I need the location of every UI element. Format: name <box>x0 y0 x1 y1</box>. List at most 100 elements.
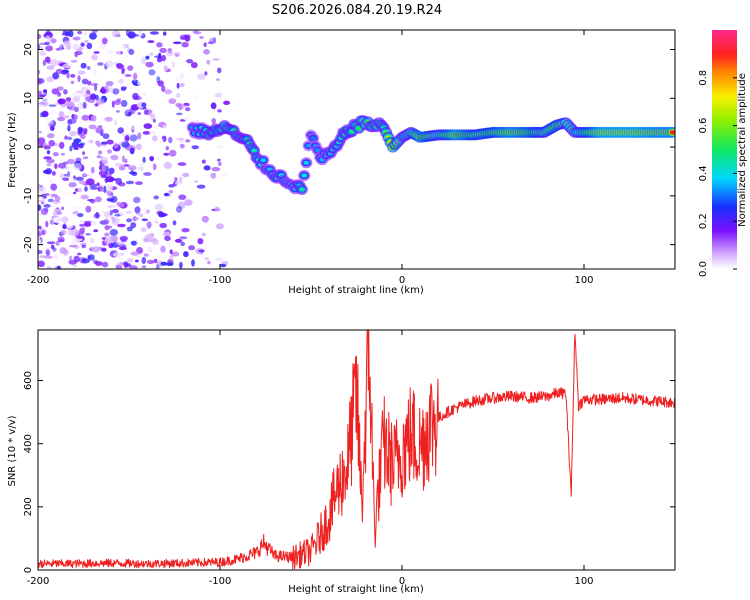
noise-point <box>38 130 43 134</box>
noise-point <box>81 93 90 97</box>
noise-point <box>105 184 113 192</box>
noise-point <box>38 249 43 255</box>
noise-point <box>141 265 147 269</box>
noise-point <box>215 257 224 262</box>
noise-point <box>153 258 158 264</box>
colorbar-axes: 0.0 0.2 0.4 0.6 0.8 <box>698 70 737 277</box>
snr-x-tick-label: -100 <box>209 576 232 587</box>
noise-point <box>171 61 175 69</box>
noise-point <box>55 102 60 106</box>
noise-point <box>111 217 120 225</box>
noise-point <box>84 39 89 44</box>
noise-point <box>89 186 99 190</box>
noise-point <box>101 157 108 165</box>
noise-point <box>137 132 142 140</box>
noise-point <box>121 45 127 48</box>
noise-point <box>77 75 81 83</box>
noise-point <box>38 225 42 230</box>
noise-point <box>39 94 46 98</box>
noise-point <box>172 220 177 226</box>
noise-point <box>40 201 45 205</box>
noise-point <box>94 84 98 92</box>
noise-point <box>88 173 94 179</box>
noise-point <box>175 137 185 141</box>
colorbar-label: Normalized spectral amplitude <box>737 73 748 227</box>
noise-point <box>174 54 179 57</box>
noise-point <box>161 85 166 92</box>
noise-point <box>131 79 139 85</box>
noise-point <box>46 241 56 245</box>
noise-point <box>92 246 101 253</box>
noise-point <box>165 50 174 57</box>
noise-point <box>64 138 69 145</box>
noise-point <box>105 60 114 68</box>
noise-point <box>70 80 75 85</box>
noise-point <box>57 116 66 122</box>
colorbar: 0.0 0.2 0.4 0.6 0.8 Normalized spectral ampl… <box>698 30 748 277</box>
noise-point <box>114 214 121 217</box>
noise-point <box>88 124 97 130</box>
noise-point <box>55 241 60 246</box>
noise-point <box>80 42 85 47</box>
noise-point <box>125 210 133 214</box>
noise-point <box>175 102 182 107</box>
noise-point <box>168 136 173 144</box>
noise-point <box>179 143 185 149</box>
noise-point <box>189 174 196 178</box>
noise-point <box>65 190 73 197</box>
noise-point <box>143 123 153 129</box>
noise-point <box>112 72 120 76</box>
noise-point <box>70 60 78 63</box>
noise-point <box>152 119 156 123</box>
noise-point <box>61 206 65 211</box>
noise-point <box>137 80 144 86</box>
noise-point <box>68 30 74 38</box>
noise-point <box>217 67 222 74</box>
noise-point <box>163 65 168 72</box>
noise-point <box>62 30 68 35</box>
snr-frame <box>37 329 676 571</box>
noise-point <box>89 93 97 101</box>
noise-point <box>53 253 59 260</box>
noise-point <box>134 259 139 263</box>
noise-point <box>111 206 115 211</box>
noise-point <box>95 196 102 203</box>
noise-point <box>101 37 108 45</box>
noise-point <box>178 194 187 200</box>
noise-point <box>45 220 49 228</box>
noise-point <box>38 69 41 75</box>
noise-point <box>118 78 124 85</box>
noise-point <box>127 65 134 71</box>
noise-point <box>45 118 54 126</box>
noise-point <box>112 88 120 95</box>
noise-point <box>220 173 230 177</box>
noise-point <box>52 152 59 157</box>
noise-point <box>77 252 82 256</box>
snr-y-label: SNR (10 * v/v) <box>7 415 18 486</box>
noise-point <box>48 104 57 107</box>
noise-point <box>86 42 93 50</box>
noise-point <box>157 80 164 87</box>
noise-point <box>72 96 80 103</box>
noise-point <box>115 110 120 113</box>
noise-point <box>135 181 143 186</box>
spectrogram-y-label: Frequency (Hz) <box>7 112 18 188</box>
noise-point <box>99 43 106 49</box>
noise-point <box>48 139 55 147</box>
noise-point <box>48 179 53 185</box>
noise-point <box>77 30 83 35</box>
noise-point <box>92 221 97 226</box>
noise-point <box>175 76 183 84</box>
noise-point <box>109 209 113 216</box>
noise-point <box>47 133 55 139</box>
noise-point <box>124 158 128 164</box>
noise-point <box>215 223 224 230</box>
noise-point <box>118 210 127 216</box>
noise-point <box>43 255 53 259</box>
noise-point <box>57 98 67 105</box>
noise-point <box>105 54 110 59</box>
noise-point <box>103 185 107 193</box>
noise-point <box>143 206 148 212</box>
noise-point <box>134 206 141 214</box>
